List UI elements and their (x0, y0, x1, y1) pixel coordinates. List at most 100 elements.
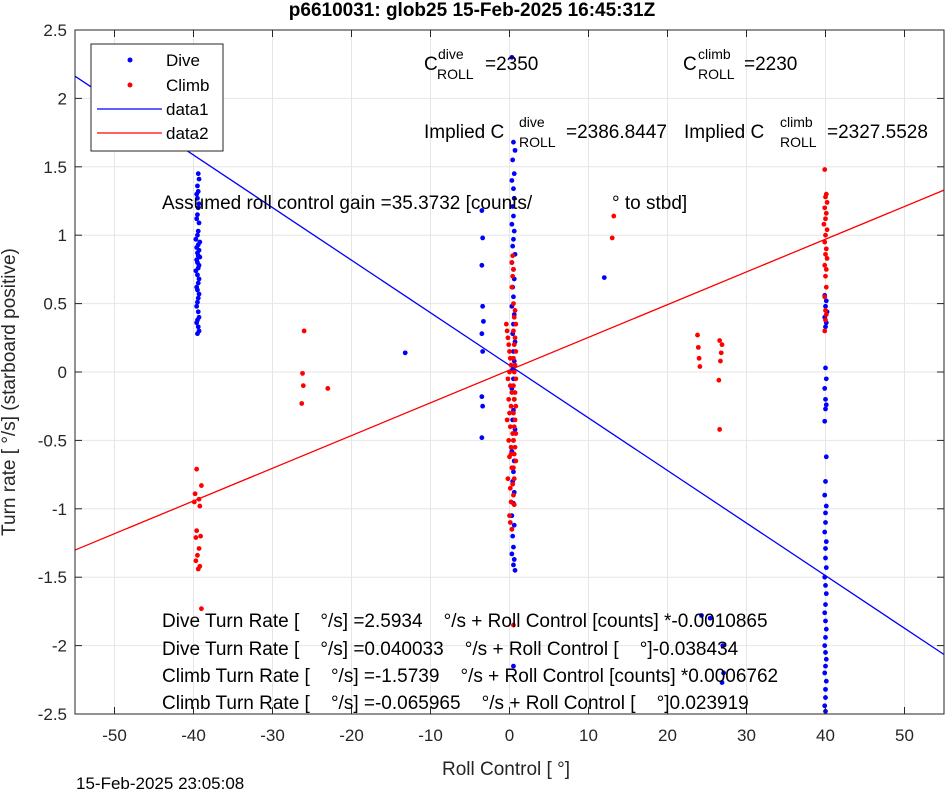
point-climb (511, 465, 516, 471)
point-climb (510, 273, 516, 279)
point-dive (512, 147, 518, 153)
point-climb (513, 321, 519, 327)
fit-dive-counts: Dive Turn Rate [ °/s] =2.5934 °/s + Roll… (162, 611, 768, 632)
point-dive (509, 551, 515, 557)
legend: Dive Climb data1 data2 (90, 43, 224, 152)
legend-label-data1: data1 (166, 100, 209, 119)
fit-climb-counts: Climb Turn Rate [ °/s] =-1.5739 °/s + Ro… (162, 666, 778, 687)
point-climb (299, 401, 305, 406)
implied-climb-super: climb (780, 114, 813, 130)
point-dive (823, 324, 828, 330)
point-dive (195, 287, 200, 293)
point-climb (510, 481, 516, 487)
point-climb (195, 566, 201, 572)
point-climb (823, 232, 828, 238)
point-climb (823, 317, 828, 323)
point-dive (823, 303, 828, 309)
fit-climb-deg: Climb Turn Rate [ °/s] =-0.065965 °/s + … (162, 693, 749, 714)
point-climb (511, 438, 516, 443)
point-climb (507, 369, 512, 375)
implied-dive-super: dive (519, 114, 545, 130)
point-climb (695, 332, 700, 338)
point-climb (300, 370, 305, 376)
axes-box (74, 29, 945, 715)
y-tick-label: 2.5 (43, 21, 67, 40)
implied-climb-main: Implied C (684, 122, 764, 143)
point-dive (823, 626, 829, 632)
point-dive (823, 618, 828, 624)
data-points (191, 54, 830, 714)
point-climb (512, 444, 518, 450)
point-climb (504, 328, 510, 334)
point-dive (194, 216, 200, 222)
implied-dive-main: Implied C (424, 122, 504, 143)
point-climb (504, 417, 510, 423)
point-dive (196, 276, 202, 282)
point-climb (511, 502, 517, 508)
point-climb (822, 294, 828, 300)
y-tick-label: 0 (58, 363, 67, 382)
point-dive (479, 435, 485, 441)
point-climb (506, 342, 512, 348)
point-climb (193, 558, 199, 564)
point-climb (718, 350, 724, 356)
point-climb (196, 496, 202, 502)
gain-text: Assumed roll control gain =35.3732 [coun… (162, 193, 533, 214)
point-climb (822, 262, 828, 268)
point-dive (699, 613, 704, 618)
point-climb (697, 364, 703, 369)
point-dive (823, 520, 828, 525)
point-dive (822, 529, 828, 535)
point-dive (512, 567, 518, 573)
x-axis-label: Roll Control [ °] (442, 759, 570, 780)
point-dive (823, 555, 828, 561)
point-climb (513, 403, 519, 409)
fit-dive-deg: Dive Turn Rate [ °/s] =0.040033 °/s + Ro… (162, 639, 739, 660)
point-climb (199, 606, 204, 612)
point-dive (823, 602, 828, 607)
legend-label-data2: data2 (166, 124, 209, 143)
y-tick-label: -1 (52, 500, 67, 519)
point-dive (822, 643, 828, 648)
c-climb-super: climb (698, 46, 731, 62)
y-tick-label: 0.5 (43, 295, 67, 314)
x-tick-label: -50 (102, 726, 127, 745)
point-dive (195, 171, 201, 177)
legend-marker-climb (127, 82, 133, 88)
point-dive (823, 365, 828, 371)
point-dive (822, 574, 828, 580)
tick-labels: -50 -40 -30 -20 -10 0 10 20 30 40 50-2.5-2-1.5-1-0… (38, 21, 914, 745)
point-dive (195, 309, 201, 315)
point-climb (823, 273, 828, 279)
point-climb (511, 410, 516, 416)
y-tick-label: 1 (58, 226, 67, 245)
y-tick-label: 2 (58, 89, 67, 108)
point-climb (822, 167, 828, 172)
legend-label-climb: Climb (166, 76, 209, 95)
point-dive (196, 291, 202, 297)
point-climb (197, 503, 203, 509)
point-climb (511, 369, 517, 375)
point-climb (823, 210, 829, 216)
c-dive-main: C (424, 54, 438, 75)
point-climb (300, 383, 306, 389)
point-climb (824, 256, 830, 261)
point-dive (823, 402, 829, 408)
point-dive (510, 533, 516, 539)
point-climb (507, 520, 513, 525)
point-climb (196, 546, 202, 551)
point-climb (717, 338, 723, 343)
point-climb (718, 358, 723, 364)
point-climb (511, 492, 516, 498)
point-dive (823, 663, 828, 669)
point-climb (823, 251, 828, 257)
point-climb (510, 253, 516, 259)
point-climb (506, 438, 512, 443)
point-climb (823, 194, 828, 200)
point-climb (511, 355, 516, 361)
point-climb (507, 513, 512, 519)
c-climb-value: =2230 (744, 54, 797, 75)
point-climb (194, 528, 200, 534)
point-dive (511, 236, 516, 242)
